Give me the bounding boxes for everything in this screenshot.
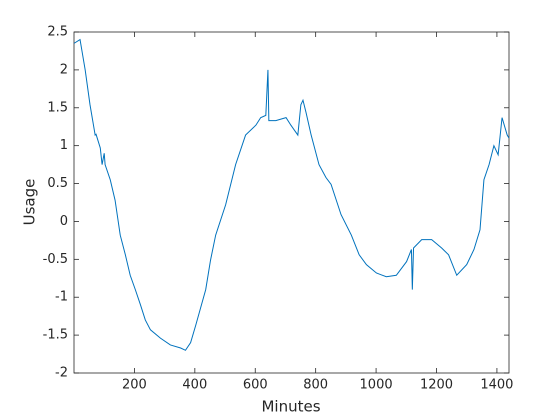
x-tick-label: 800 bbox=[303, 378, 328, 393]
x-tick-label: 1200 bbox=[420, 378, 453, 393]
y-tick-label: 2 bbox=[60, 62, 68, 77]
x-axis-label: Minutes bbox=[261, 398, 320, 416]
y-tick-label: 0 bbox=[60, 214, 68, 229]
y-tick-label: 0.5 bbox=[47, 176, 68, 191]
y-tick-label: -1.5 bbox=[43, 328, 68, 343]
x-tick-label: 1400 bbox=[480, 378, 513, 393]
y-tick-label: -2 bbox=[55, 366, 68, 381]
y-tick-label: -0.5 bbox=[43, 252, 68, 267]
x-tick-label: 600 bbox=[243, 378, 268, 393]
y-tick-label: 1.5 bbox=[47, 100, 68, 115]
x-tick-label: 1000 bbox=[360, 378, 393, 393]
x-tick-label: 200 bbox=[122, 378, 147, 393]
y-axis-label: Usage bbox=[21, 179, 39, 226]
x-tick-label: 400 bbox=[182, 378, 207, 393]
y-tick-label: 2.5 bbox=[47, 25, 68, 40]
plot-frame bbox=[73, 31, 510, 374]
y-tick-label: 1 bbox=[60, 138, 68, 153]
data-line bbox=[73, 38, 510, 351]
y-tick-label: -1 bbox=[55, 290, 68, 305]
